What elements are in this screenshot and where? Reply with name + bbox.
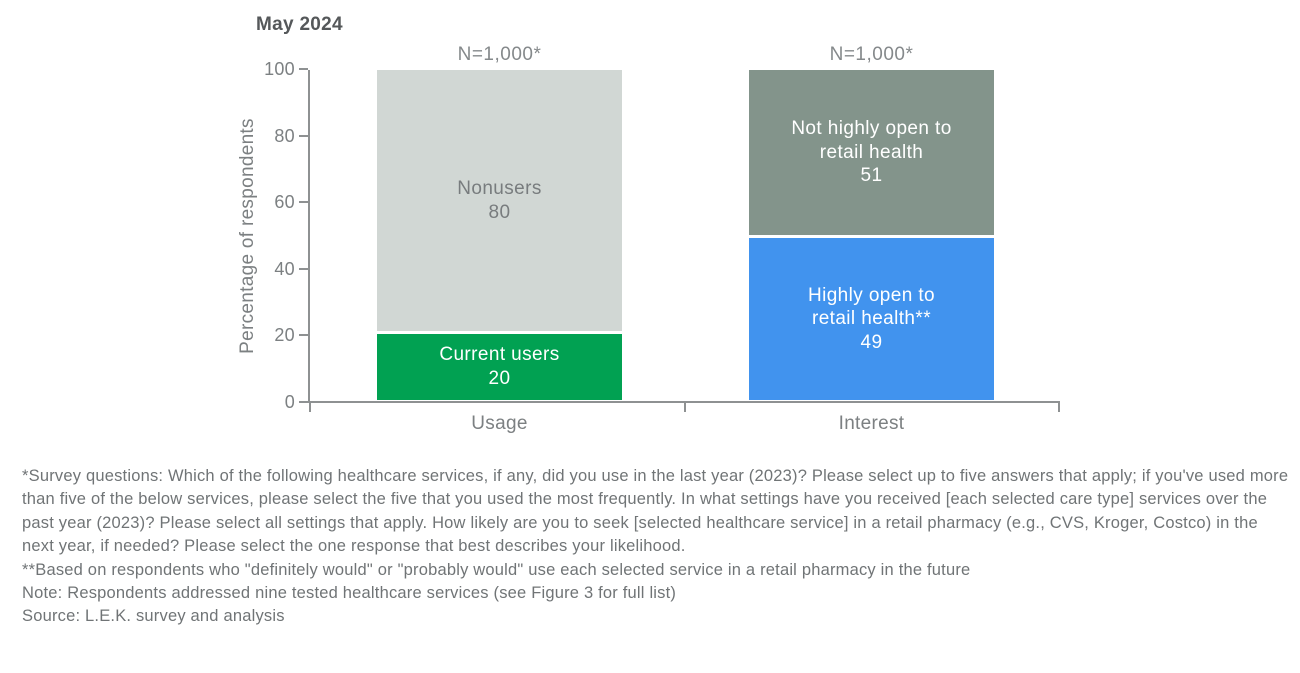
category-label: Usage <box>471 413 528 434</box>
segment-label: Not highly open to retail health 51 <box>791 118 952 187</box>
x-tick <box>309 401 311 412</box>
category-label: Interest <box>838 413 905 434</box>
segment-label: Current users 20 <box>439 344 560 389</box>
footnote-survey-questions: *Survey questions: Which of the followin… <box>22 467 1289 556</box>
n-label: N=1,000* <box>829 44 914 65</box>
y-tick <box>299 401 308 403</box>
bar-segment: Nonusers 80 <box>377 70 622 334</box>
y-tick-label: 40 <box>274 258 295 279</box>
footnote-based-on: **Based on respondents who "definitely w… <box>22 560 971 579</box>
y-tick <box>299 68 308 70</box>
bar-segment: Current users 20 <box>377 334 622 400</box>
footnotes: *Survey questions: Which of the followin… <box>22 465 1292 629</box>
y-tick-label: 80 <box>274 125 295 146</box>
footnote-source: Source: L.E.K. survey and analysis <box>22 607 285 626</box>
bar-segment: Highly open to retail health** 49 <box>749 238 994 400</box>
y-tick-label: 0 <box>284 392 295 412</box>
y-tick-label: 60 <box>274 192 295 213</box>
n-label: N=1,000* <box>457 44 542 65</box>
y-tick <box>299 134 308 137</box>
y-tick-label: 100 <box>264 59 295 79</box>
segment-label: Highly open to retail health** 49 <box>807 284 936 353</box>
y-axis-line <box>308 70 310 403</box>
x-tick <box>683 401 686 412</box>
y-tick <box>299 267 308 270</box>
chart-title: May 2024 <box>256 14 343 35</box>
x-tick <box>1058 401 1060 412</box>
y-tick <box>299 201 308 204</box>
bar-segment: Not highly open to retail health 51 <box>749 70 994 239</box>
y-tick <box>299 334 308 337</box>
y-tick-label: 20 <box>274 325 295 346</box>
segment-label: Nonusers 80 <box>457 177 542 223</box>
footnote-note: Note: Respondents addressed nine tested … <box>22 584 677 603</box>
